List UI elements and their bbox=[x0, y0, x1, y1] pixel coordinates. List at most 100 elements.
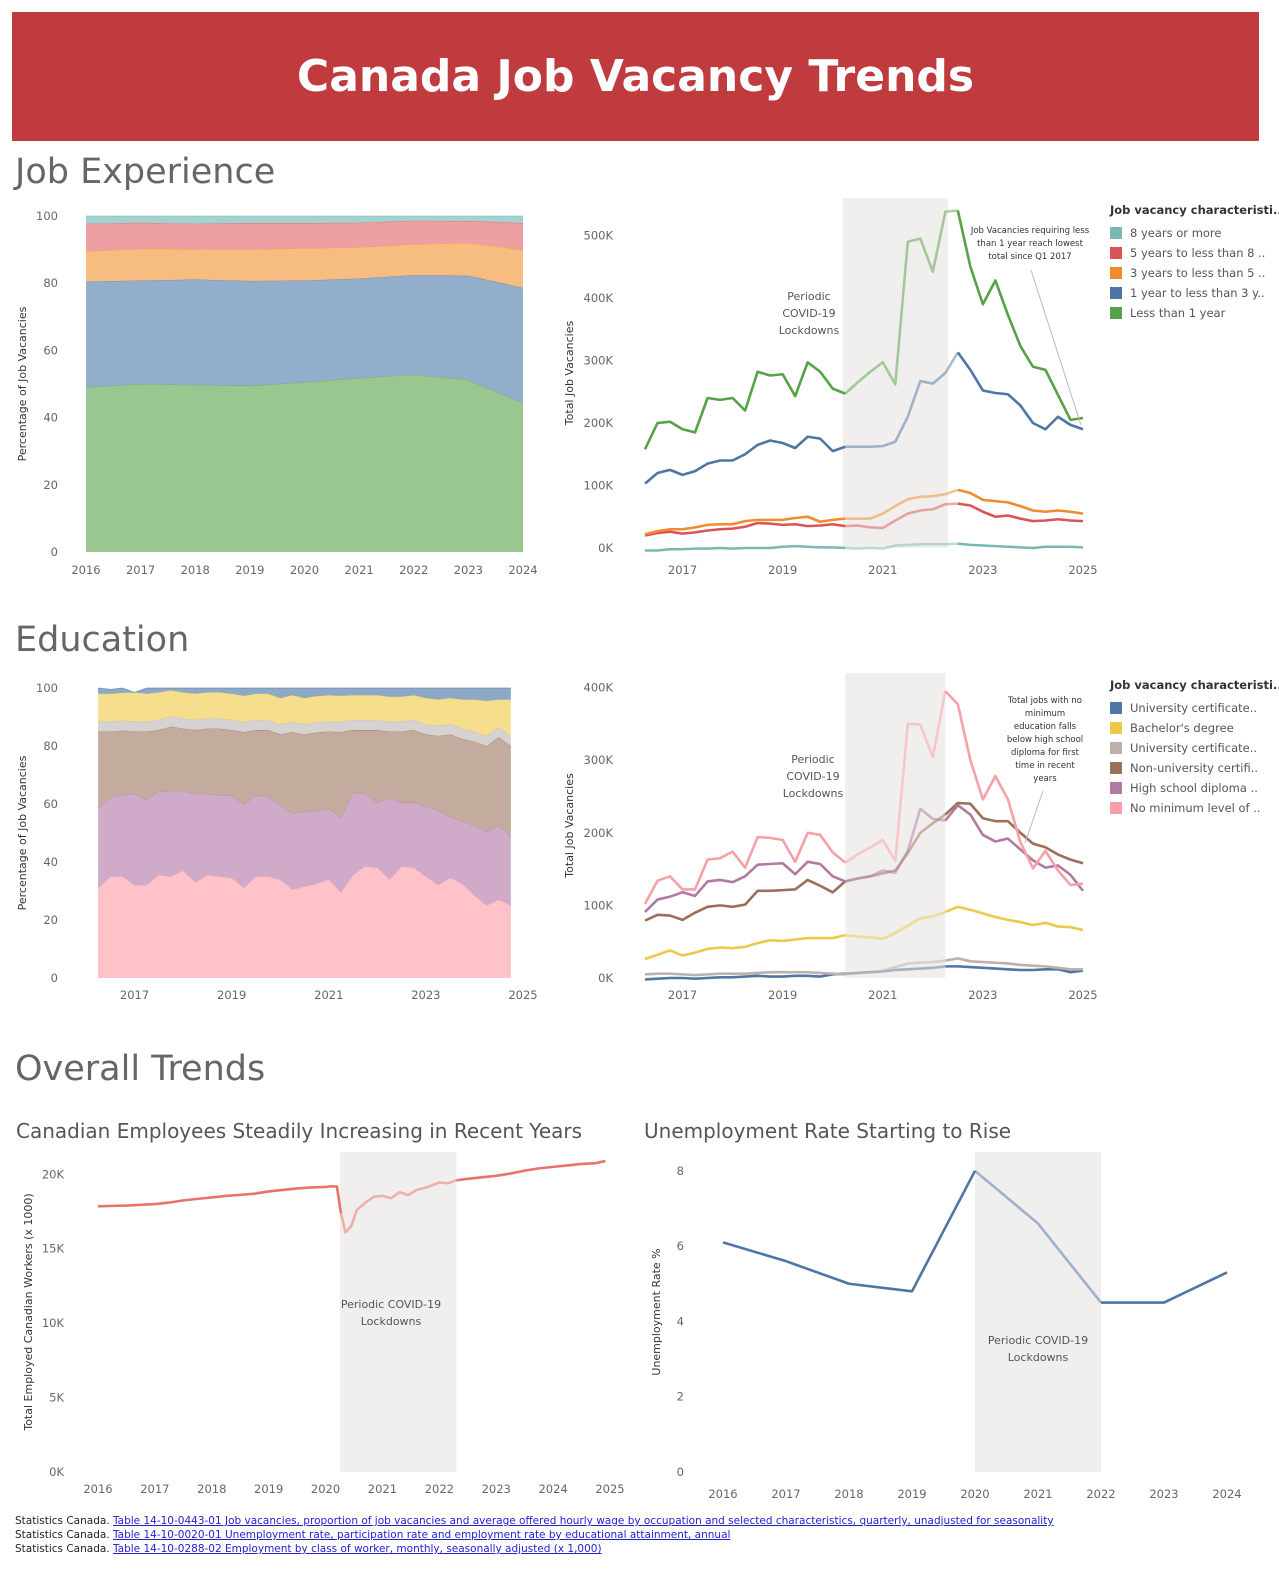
covid-lockdown-band bbox=[975, 1152, 1101, 1472]
annotation-line: COVID-19 bbox=[782, 307, 835, 320]
series-line bbox=[974, 1169, 1103, 1304]
experience-legend: Job vacancy characteristi.. 8 years or m… bbox=[1110, 203, 1279, 323]
legend-item[interactable]: 5 years to less than 8 .. bbox=[1110, 243, 1265, 263]
legend-item[interactable]: No minimum level of .. bbox=[1110, 798, 1261, 818]
series-line bbox=[644, 878, 847, 922]
page-title: Canada Job Vacancy Trends bbox=[296, 51, 975, 102]
legend-title: Job vacancy characteristi.. bbox=[1110, 203, 1279, 217]
legend-item[interactable]: Less than 1 year bbox=[1110, 303, 1260, 323]
y-tick-label: 8 bbox=[677, 1164, 684, 1178]
x-tick-label: 2023 bbox=[1149, 1487, 1178, 1501]
x-tick-label: 2016 bbox=[71, 563, 100, 577]
series-line bbox=[845, 488, 959, 520]
legend-label: Bachelor's degree bbox=[1130, 721, 1234, 735]
experience-percentage-chart: 0 20 40 60 80 100 2016 2017 2018 2019 2020 2021 2022… bbox=[16, 209, 538, 577]
y-tick-label: 80 bbox=[43, 276, 58, 290]
x-tick-label: 2022 bbox=[399, 563, 428, 577]
source-link[interactable]: Table 14-10-0020-01 Unemployment rate, p… bbox=[112, 1529, 731, 1541]
source-prefix: Statistics Canada. bbox=[15, 1529, 110, 1541]
legend-item[interactable]: Bachelor's degree bbox=[1110, 718, 1260, 738]
legend-swatch bbox=[1110, 762, 1122, 774]
legend-title: Job vacancy characteristi.. bbox=[1110, 678, 1279, 692]
covid-annotation: Periodic COVID-19 Lockdowns bbox=[783, 753, 844, 800]
y-tick-label: 10K bbox=[42, 1316, 65, 1330]
area-series bbox=[86, 374, 523, 552]
y-axis-label: Unemployment Rate % bbox=[650, 1248, 663, 1375]
x-tick-label: 2017 bbox=[668, 563, 697, 577]
legend-item[interactable]: 3 years to less than 5 .. bbox=[1110, 263, 1265, 283]
series-line bbox=[845, 502, 958, 530]
covid-lockdown-band bbox=[339, 1152, 457, 1472]
legend-item[interactable]: 1 year to less than 3 y.. bbox=[1110, 283, 1265, 303]
annotation-line: below high school bbox=[1007, 735, 1083, 745]
x-tick-label: 2023 bbox=[968, 988, 997, 1002]
y-tick-label: 20 bbox=[43, 913, 58, 927]
annotation-line: COVID-19 bbox=[786, 770, 839, 783]
legend-item[interactable]: High school diploma .. bbox=[1110, 778, 1260, 798]
y-tick-label: 300K bbox=[584, 753, 614, 767]
legend-label: 5 years to less than 8 .. bbox=[1130, 246, 1266, 260]
education-legend: Job vacancy characteristi.. University c… bbox=[1110, 678, 1279, 818]
annotation-pointer bbox=[1024, 790, 1044, 844]
series-line bbox=[644, 435, 846, 485]
series-line bbox=[644, 860, 846, 913]
series-line bbox=[944, 905, 1084, 932]
source-link[interactable]: Table 14-10-0288-02 Employment by class … bbox=[112, 1543, 602, 1555]
y-tick-label: 6 bbox=[677, 1239, 684, 1253]
x-tick-label: 2016 bbox=[83, 1482, 112, 1496]
series-line bbox=[644, 933, 846, 961]
legend-label: University certificate.. bbox=[1130, 741, 1258, 755]
series-line bbox=[456, 1159, 606, 1182]
series-line bbox=[945, 957, 1083, 971]
series-line bbox=[339, 1179, 457, 1234]
education-percentage-chart: 0 20 40 60 80 100 2017 2019 2021 2023 2025 Percenta… bbox=[16, 681, 538, 1002]
legend-item[interactable]: University certificate.. bbox=[1110, 738, 1260, 758]
legend-item[interactable]: University certificate.. bbox=[1110, 698, 1260, 718]
legend-swatch bbox=[1110, 742, 1122, 754]
legend-item[interactable]: Non-university certifi.. bbox=[1110, 758, 1260, 778]
series-line bbox=[956, 351, 1084, 431]
legend-label: 3 years to less than 5 .. bbox=[1130, 266, 1266, 280]
x-tick-label: 2025 bbox=[508, 988, 537, 1002]
source-prefix: Statistics Canada. bbox=[15, 1543, 110, 1555]
series-line bbox=[643, 361, 846, 450]
y-axis-label: Total Employed Canadian Workers (x 1000) bbox=[22, 1193, 35, 1431]
source-prefix: Statistics Canada. bbox=[15, 1515, 110, 1527]
x-tick-label: 2023 bbox=[968, 563, 997, 577]
series-line bbox=[845, 542, 958, 550]
legend-label: 1 year to less than 3 y.. bbox=[1130, 286, 1265, 300]
annotation-line: total since Q1 2017 bbox=[988, 252, 1071, 262]
x-tick-label: 2019 bbox=[768, 563, 797, 577]
employees-chart-title: Canadian Employees Steadily Increasing i… bbox=[16, 1119, 583, 1143]
series-line bbox=[844, 807, 946, 883]
legend-swatch bbox=[1110, 267, 1122, 279]
legend-swatch bbox=[1110, 307, 1122, 319]
series-line bbox=[944, 801, 1084, 865]
x-tick-label: 2025 bbox=[1068, 988, 1097, 1002]
legend-swatch bbox=[1110, 782, 1122, 794]
area-series bbox=[86, 242, 523, 288]
annotation-line: diploma for first bbox=[1011, 748, 1080, 758]
y-axis-label: Total Job Vacancies bbox=[563, 321, 576, 427]
x-tick-label: 2018 bbox=[197, 1482, 226, 1496]
legend-item[interactable]: 8 years or more bbox=[1110, 223, 1260, 243]
annotation-line: Periodic COVID-19 bbox=[341, 1298, 441, 1311]
y-tick-label: 2 bbox=[677, 1390, 684, 1404]
y-tick-label: 0 bbox=[51, 545, 58, 559]
y-axis-label: Percentage of Job Vacancies bbox=[16, 306, 29, 461]
legend-swatch bbox=[1110, 227, 1122, 239]
x-tick-label: 2025 bbox=[595, 1482, 624, 1496]
header-banner: Canada Job Vacancy Trends bbox=[12, 12, 1259, 141]
series-line bbox=[722, 1170, 977, 1293]
sources-list: Statistics Canada. Table 14-10-0443-01 J… bbox=[15, 1514, 1054, 1556]
series-line bbox=[643, 831, 847, 905]
legend-swatch bbox=[1110, 802, 1122, 814]
legend-swatch bbox=[1110, 702, 1122, 714]
x-tick-label: 2024 bbox=[1212, 1487, 1241, 1501]
legend-label: High school diploma .. bbox=[1130, 781, 1258, 795]
x-tick-label: 2025 bbox=[1068, 563, 1097, 577]
y-tick-label: 0 bbox=[677, 1465, 684, 1479]
annotation-line: Periodic COVID-19 bbox=[988, 1334, 1088, 1347]
source-link[interactable]: Table 14-10-0443-01 Job vacancies, propo… bbox=[112, 1515, 1054, 1527]
y-tick-label: 4 bbox=[677, 1314, 684, 1328]
